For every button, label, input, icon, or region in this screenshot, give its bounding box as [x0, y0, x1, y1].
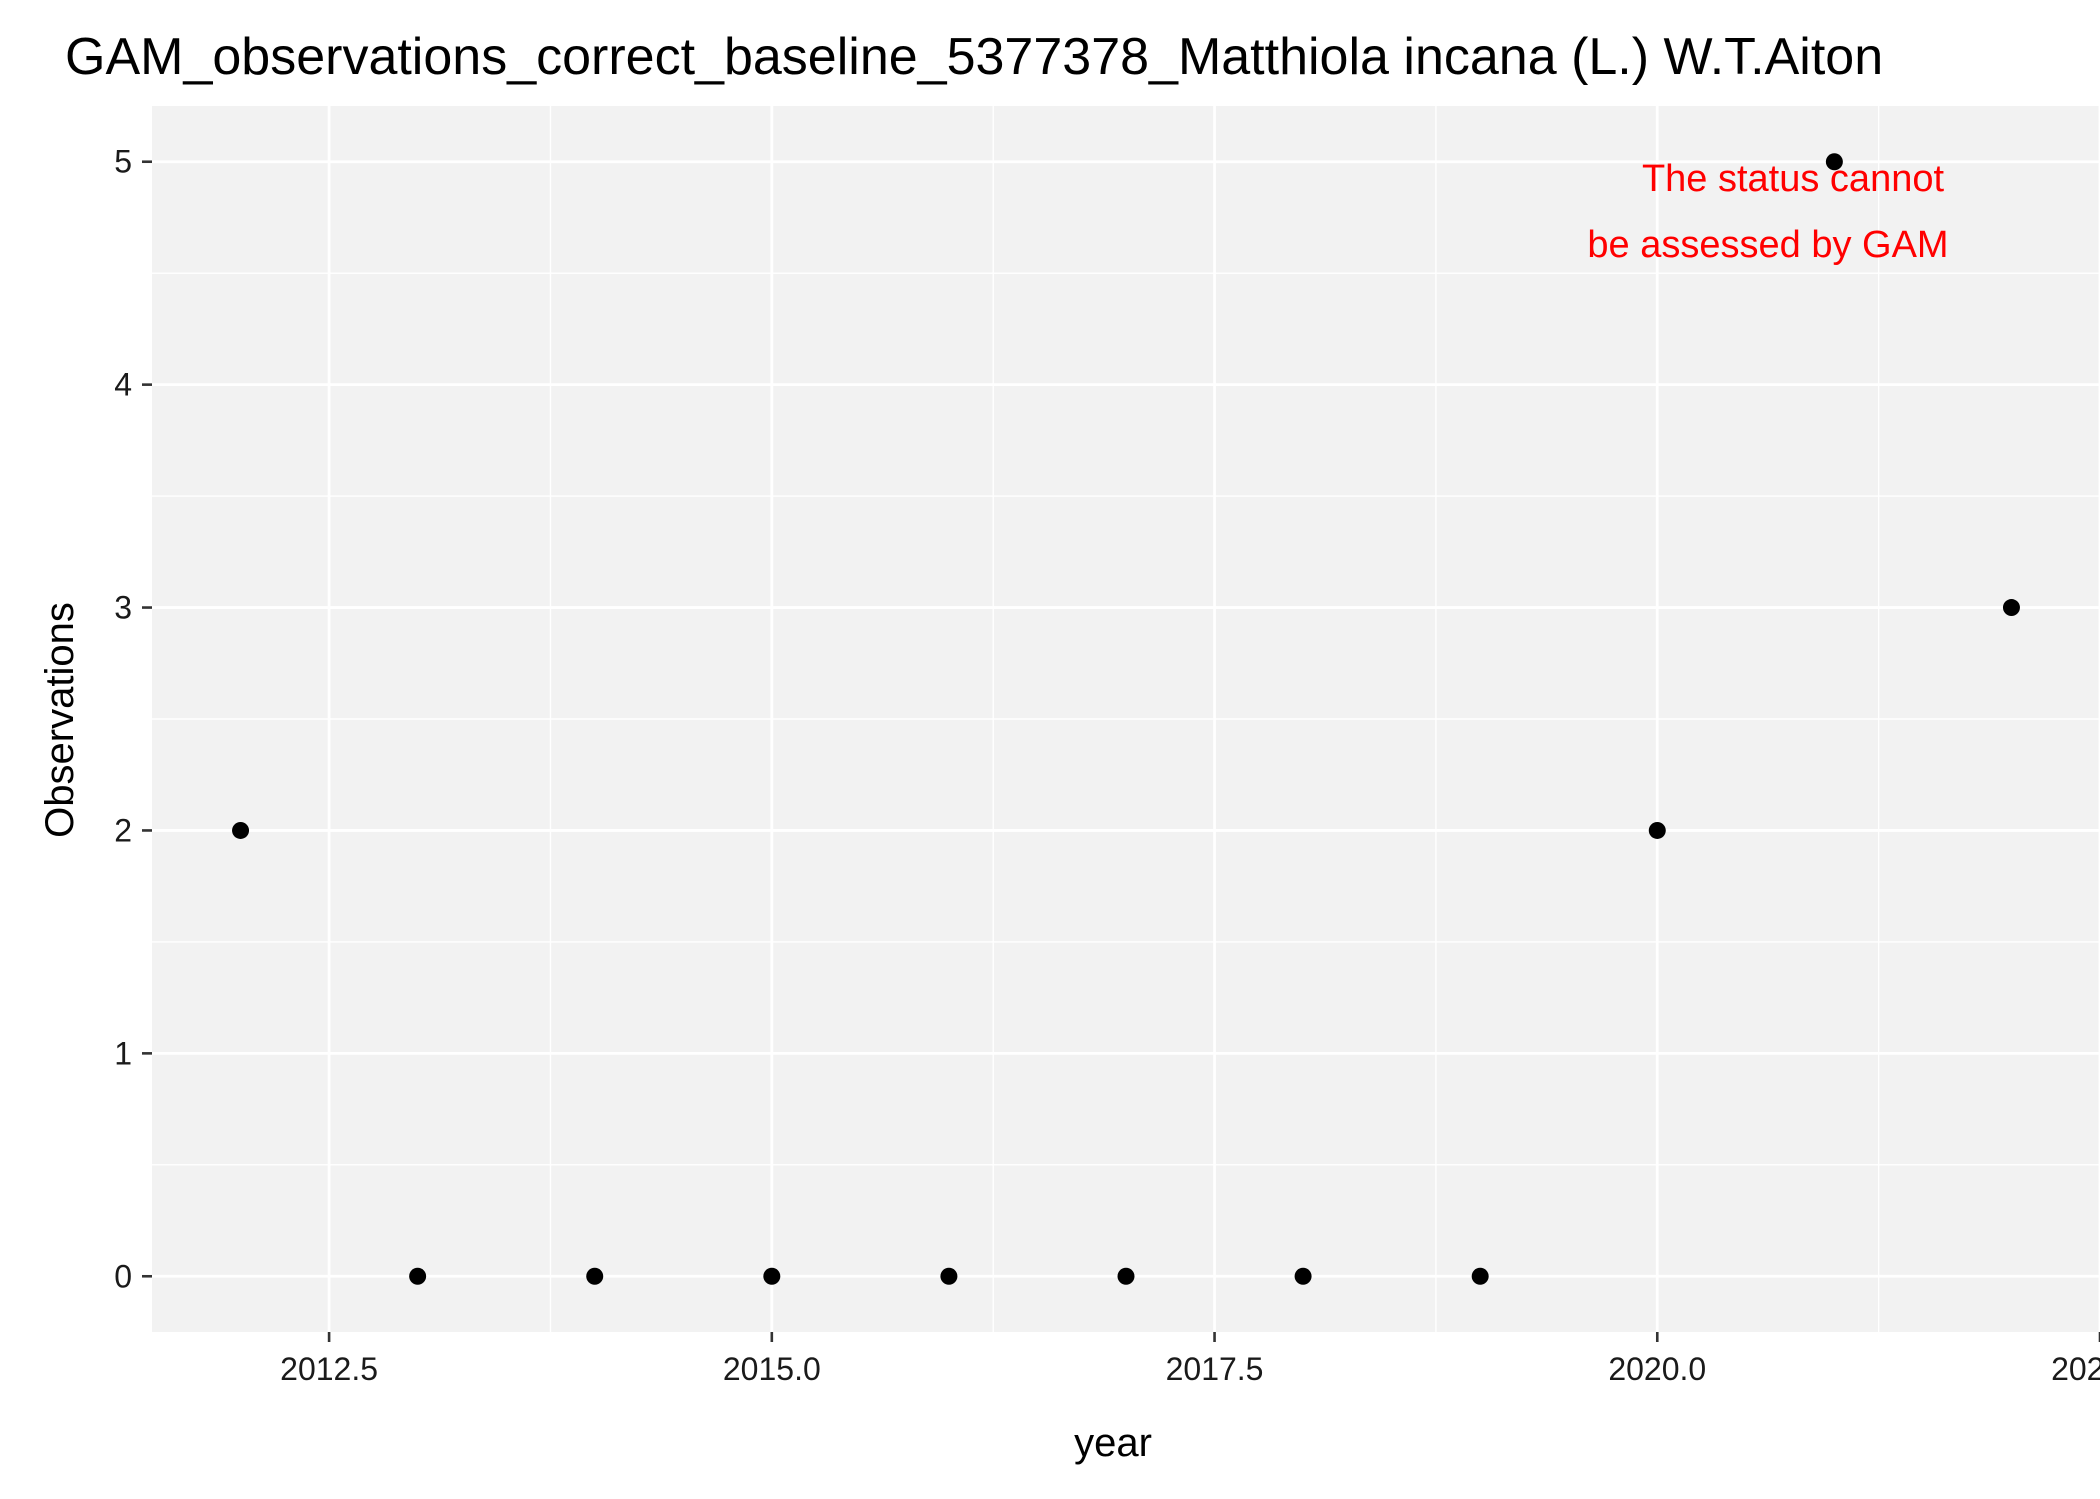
data-point	[1117, 1267, 1135, 1285]
x-tick-label: 2017.5	[1166, 1351, 1264, 1387]
x-tick-label: 2020.0	[1608, 1351, 1706, 1387]
x-axis: 2012.5 2015.0 2017.5 2020.0 2022.5	[280, 1332, 2100, 1387]
data-point	[1825, 153, 1843, 171]
data-point	[586, 1267, 604, 1285]
status-annotation: The status cannot be assessed by GAM	[1587, 158, 1948, 266]
major-gridlines	[152, 106, 2100, 1332]
data-point	[409, 1267, 427, 1285]
y-axis: 0 1 2 3 4 5	[114, 144, 152, 1294]
data-point	[763, 1267, 781, 1285]
data-point	[1294, 1267, 1312, 1285]
y-tick-label: 3	[114, 590, 132, 626]
y-tick-label: 4	[114, 367, 132, 403]
x-tick-label: 2015.0	[723, 1351, 821, 1387]
data-point	[940, 1267, 958, 1285]
y-tick-label: 2	[114, 812, 132, 848]
data-point	[232, 821, 250, 839]
y-tick-label: 1	[114, 1035, 132, 1071]
y-tick-label: 5	[114, 144, 132, 180]
x-tick-label: 2012.5	[280, 1351, 378, 1387]
x-axis-title: year	[1074, 1421, 1152, 1465]
chart-title: GAM_observations_correct_baseline_537737…	[65, 28, 1883, 86]
y-tick-label: 0	[114, 1258, 132, 1294]
annotation-line-2: be assessed by GAM	[1587, 224, 1948, 266]
data-point	[1648, 821, 1666, 839]
annotation-line-1: The status cannot	[1642, 158, 1945, 200]
data-point	[1471, 1267, 1489, 1285]
x-tick-label: 2022.5	[2051, 1351, 2100, 1387]
y-axis-title: Observations	[38, 602, 82, 838]
minor-gridlines	[152, 106, 2100, 1332]
data-points	[232, 153, 2020, 1285]
data-point	[2002, 599, 2020, 617]
